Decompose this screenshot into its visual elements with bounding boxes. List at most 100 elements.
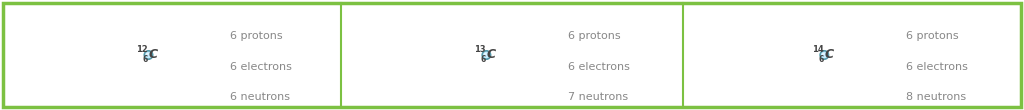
Circle shape (145, 52, 152, 58)
Circle shape (823, 54, 825, 56)
Circle shape (821, 52, 827, 58)
Circle shape (820, 51, 828, 59)
Circle shape (820, 51, 828, 59)
Text: 6 protons: 6 protons (906, 31, 958, 41)
Circle shape (145, 52, 152, 58)
Circle shape (483, 52, 489, 58)
Circle shape (483, 52, 489, 58)
Circle shape (485, 54, 487, 56)
Text: 12: 12 (136, 45, 147, 54)
Circle shape (485, 54, 487, 56)
Circle shape (145, 52, 152, 58)
Circle shape (144, 51, 153, 59)
Circle shape (146, 53, 151, 57)
Text: 8 neutrons: 8 neutrons (906, 92, 967, 102)
Circle shape (822, 53, 826, 57)
Circle shape (483, 51, 489, 59)
Text: 14: 14 (812, 45, 823, 54)
Circle shape (823, 54, 825, 56)
Circle shape (820, 51, 828, 59)
Circle shape (144, 51, 153, 59)
Circle shape (823, 54, 825, 56)
Circle shape (144, 51, 153, 59)
Circle shape (144, 51, 153, 59)
Circle shape (147, 54, 150, 56)
Circle shape (821, 52, 827, 58)
Circle shape (484, 53, 488, 57)
Circle shape (146, 53, 151, 57)
Circle shape (145, 52, 152, 58)
Circle shape (482, 51, 490, 59)
Circle shape (145, 52, 152, 58)
Circle shape (485, 54, 487, 56)
Circle shape (147, 54, 150, 56)
Circle shape (484, 53, 488, 57)
Circle shape (820, 51, 828, 59)
Circle shape (484, 53, 488, 57)
Circle shape (820, 51, 828, 59)
Circle shape (485, 54, 487, 56)
Circle shape (485, 54, 487, 56)
Circle shape (821, 52, 827, 58)
Circle shape (146, 53, 151, 57)
Circle shape (483, 52, 489, 58)
Circle shape (821, 52, 827, 58)
Text: 6: 6 (142, 55, 147, 64)
Circle shape (147, 54, 150, 56)
Circle shape (822, 52, 826, 58)
Circle shape (484, 53, 488, 57)
Text: 6 protons: 6 protons (568, 31, 621, 41)
Circle shape (821, 52, 827, 58)
Circle shape (823, 54, 825, 56)
Circle shape (484, 53, 488, 57)
Circle shape (821, 52, 827, 58)
Ellipse shape (821, 53, 824, 55)
Circle shape (482, 51, 490, 59)
Circle shape (483, 52, 489, 58)
Circle shape (482, 51, 490, 59)
Circle shape (147, 54, 150, 56)
Circle shape (147, 54, 150, 56)
Circle shape (145, 52, 152, 58)
Circle shape (147, 54, 150, 56)
Text: 6 electrons: 6 electrons (568, 62, 630, 72)
Circle shape (820, 51, 828, 59)
Circle shape (146, 53, 151, 57)
Circle shape (822, 53, 826, 57)
Circle shape (484, 53, 488, 57)
Circle shape (147, 54, 150, 56)
Circle shape (146, 53, 151, 57)
Circle shape (484, 53, 488, 57)
Circle shape (822, 53, 826, 57)
Circle shape (820, 51, 828, 59)
Circle shape (485, 54, 487, 56)
Circle shape (146, 53, 151, 57)
Circle shape (485, 54, 487, 56)
Circle shape (822, 53, 826, 57)
Circle shape (145, 52, 152, 58)
Circle shape (822, 53, 826, 57)
Circle shape (820, 51, 828, 59)
Circle shape (485, 54, 487, 56)
Circle shape (146, 53, 151, 57)
Circle shape (146, 53, 151, 57)
Circle shape (147, 54, 150, 56)
Circle shape (821, 51, 827, 59)
Circle shape (820, 51, 828, 59)
Circle shape (145, 52, 152, 58)
Circle shape (482, 51, 490, 59)
Text: 6: 6 (818, 55, 823, 64)
Text: C: C (824, 48, 834, 61)
Circle shape (823, 54, 825, 56)
Circle shape (485, 54, 487, 56)
Circle shape (823, 54, 825, 56)
Circle shape (482, 51, 490, 59)
Circle shape (483, 52, 489, 58)
Text: 13: 13 (474, 45, 485, 54)
Circle shape (147, 54, 150, 56)
Circle shape (484, 53, 488, 57)
Circle shape (484, 53, 488, 57)
Circle shape (146, 53, 151, 57)
Circle shape (482, 51, 490, 59)
Text: 7 neutrons: 7 neutrons (568, 92, 629, 102)
